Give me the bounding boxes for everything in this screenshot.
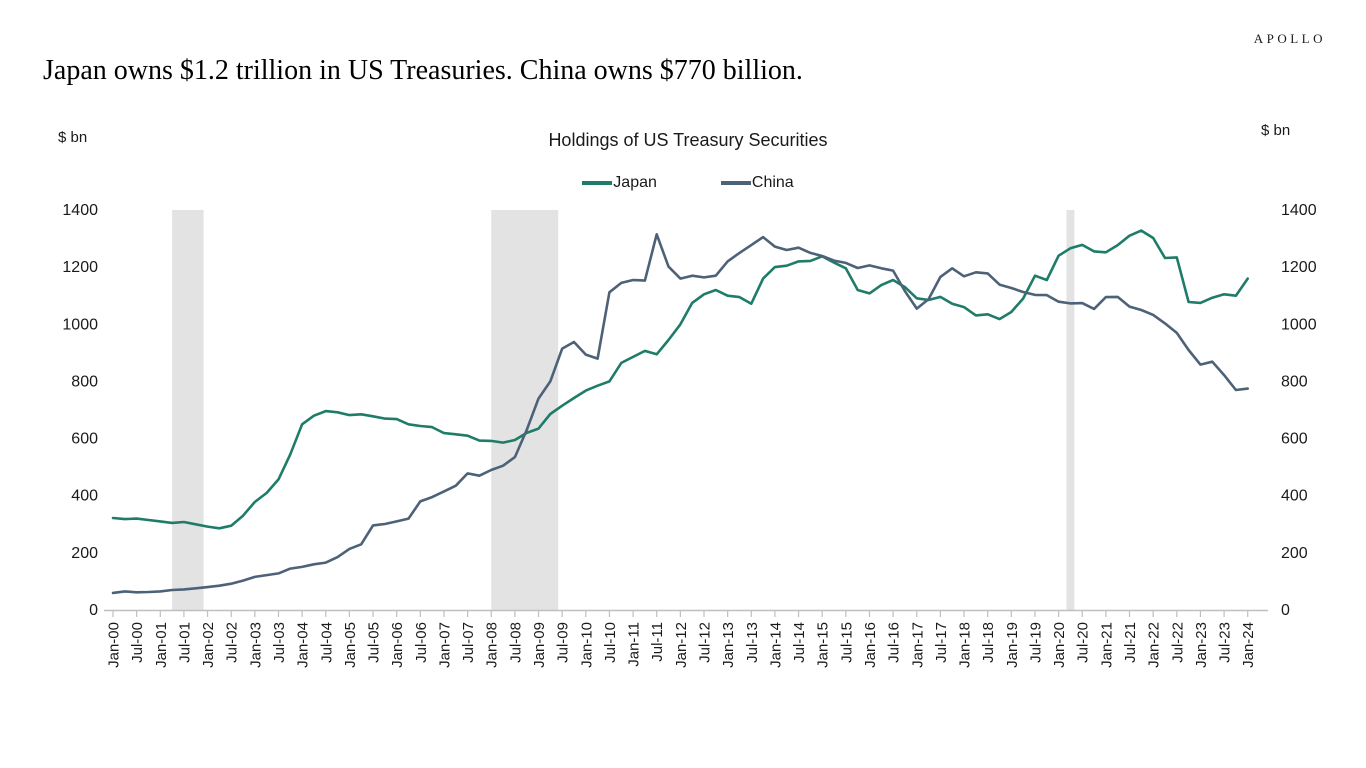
y-tick-label-right: 200 bbox=[1281, 545, 1308, 562]
y-tick-label-left: 200 bbox=[71, 545, 98, 562]
x-tick-label: Jul-12 bbox=[697, 622, 714, 663]
y-tick-label-right: 0 bbox=[1281, 602, 1290, 619]
x-tick-label: Jan-24 bbox=[1240, 622, 1257, 668]
x-tick-label: Jan-12 bbox=[673, 622, 690, 668]
x-tick-label: Jul-21 bbox=[1122, 622, 1139, 663]
japan-line-swatch bbox=[582, 181, 613, 185]
headline: Japan owns $1.2 trillion in US Treasurie… bbox=[43, 55, 803, 86]
x-tick-label: Jul-06 bbox=[413, 622, 430, 663]
x-tick-label: Jan-09 bbox=[531, 622, 548, 668]
x-tick-label: Jul-07 bbox=[460, 622, 477, 663]
x-tick-label: Jan-04 bbox=[295, 622, 312, 668]
legend-item-china: China bbox=[720, 174, 794, 192]
x-tick-label: Jan-14 bbox=[767, 622, 784, 668]
x-tick-label: Jan-13 bbox=[720, 622, 737, 668]
y-tick-label-left: 400 bbox=[71, 488, 98, 505]
apollo-logo: APOLLO bbox=[1253, 31, 1326, 46]
x-tick-label: Jan-10 bbox=[578, 622, 595, 668]
x-tick-label: Jan-05 bbox=[342, 622, 359, 668]
x-tick-label: Jan-02 bbox=[200, 622, 217, 668]
legend-label-china: China bbox=[751, 174, 794, 191]
x-tick-label: Jan-03 bbox=[247, 622, 264, 668]
x-tick-label: Jan-20 bbox=[1051, 622, 1068, 668]
x-tick-label: Jul-14 bbox=[791, 622, 808, 663]
x-tick-label: Jul-04 bbox=[318, 622, 335, 663]
x-tick-label: Jan-08 bbox=[484, 622, 501, 668]
x-tick-label: Jan-16 bbox=[862, 622, 879, 668]
x-tick-label: Jan-00 bbox=[106, 622, 123, 668]
x-tick-label: Jul-23 bbox=[1217, 622, 1234, 663]
x-tick-label: Jul-15 bbox=[838, 622, 855, 663]
y-axis-unit-right: $ bn bbox=[1261, 122, 1291, 139]
y-tick-label-left: 1200 bbox=[62, 259, 98, 276]
x-tick-label: Jul-16 bbox=[886, 622, 903, 663]
x-tick-label: Jul-01 bbox=[176, 622, 193, 663]
chart-title: Holdings of US Treasury Securities bbox=[548, 130, 828, 150]
x-tick-label: Jul-00 bbox=[129, 622, 146, 663]
x-tick-label: Jul-05 bbox=[366, 622, 383, 663]
x-tick-label: Jul-18 bbox=[980, 622, 997, 663]
y-tick-label-right: 800 bbox=[1281, 373, 1308, 390]
x-tick-label: Jan-18 bbox=[957, 622, 974, 668]
y-axis-unit-left: $ bn bbox=[58, 129, 88, 146]
x-tick-label: Jan-21 bbox=[1098, 622, 1115, 668]
x-tick-label: Jul-20 bbox=[1075, 622, 1092, 663]
x-tick-label: Jan-07 bbox=[436, 622, 453, 668]
y-tick-label-left: 1000 bbox=[62, 316, 98, 333]
y-tick-label-right: 1200 bbox=[1281, 259, 1317, 276]
x-tick-label: Jul-11 bbox=[649, 622, 666, 662]
legend-item-japan: Japan bbox=[582, 174, 657, 192]
x-tick-label: Jul-19 bbox=[1027, 622, 1044, 663]
x-tick-label: Jul-10 bbox=[602, 622, 619, 663]
y-tick-label-left: 600 bbox=[71, 431, 98, 448]
x-tick-label: Jan-19 bbox=[1004, 622, 1021, 668]
x-tick-label: Jul-02 bbox=[224, 622, 241, 663]
x-tick-label: Jan-15 bbox=[815, 622, 832, 668]
recession-band bbox=[172, 210, 204, 610]
recession-band bbox=[1066, 210, 1075, 610]
y-tick-label-right: 1400 bbox=[1281, 202, 1317, 219]
china-line-swatch bbox=[720, 181, 751, 185]
x-tick-label: Jan-06 bbox=[389, 622, 406, 668]
recession-band bbox=[491, 210, 559, 610]
x-tick-label: Jan-17 bbox=[909, 622, 926, 668]
japan-line bbox=[111, 229, 1249, 530]
y-tick-label-right: 400 bbox=[1281, 488, 1308, 505]
legend-label-japan: Japan bbox=[613, 174, 657, 191]
x-tick-label: Jan-11 bbox=[626, 622, 643, 667]
x-tick-label: Jan-01 bbox=[153, 622, 170, 668]
x-tick-label: Jul-22 bbox=[1169, 622, 1186, 663]
y-tick-label-left: 800 bbox=[71, 373, 98, 390]
x-tick-label: Jan-22 bbox=[1146, 622, 1163, 668]
x-tick-label: Jul-09 bbox=[555, 622, 572, 663]
y-tick-label-right: 1000 bbox=[1281, 316, 1317, 333]
x-tick-label: Jul-13 bbox=[744, 622, 761, 663]
y-tick-label-left: 0 bbox=[89, 602, 98, 619]
x-tick-label: Jul-17 bbox=[933, 622, 950, 663]
x-tick-label: Jul-03 bbox=[271, 622, 288, 663]
legend: Japan China bbox=[113, 174, 1263, 192]
y-tick-label-left: 1400 bbox=[62, 202, 98, 219]
x-tick-label: Jan-23 bbox=[1193, 622, 1210, 668]
x-tick-label: Jul-08 bbox=[507, 622, 524, 663]
y-tick-label-right: 600 bbox=[1281, 431, 1308, 448]
china-line bbox=[111, 233, 1249, 595]
